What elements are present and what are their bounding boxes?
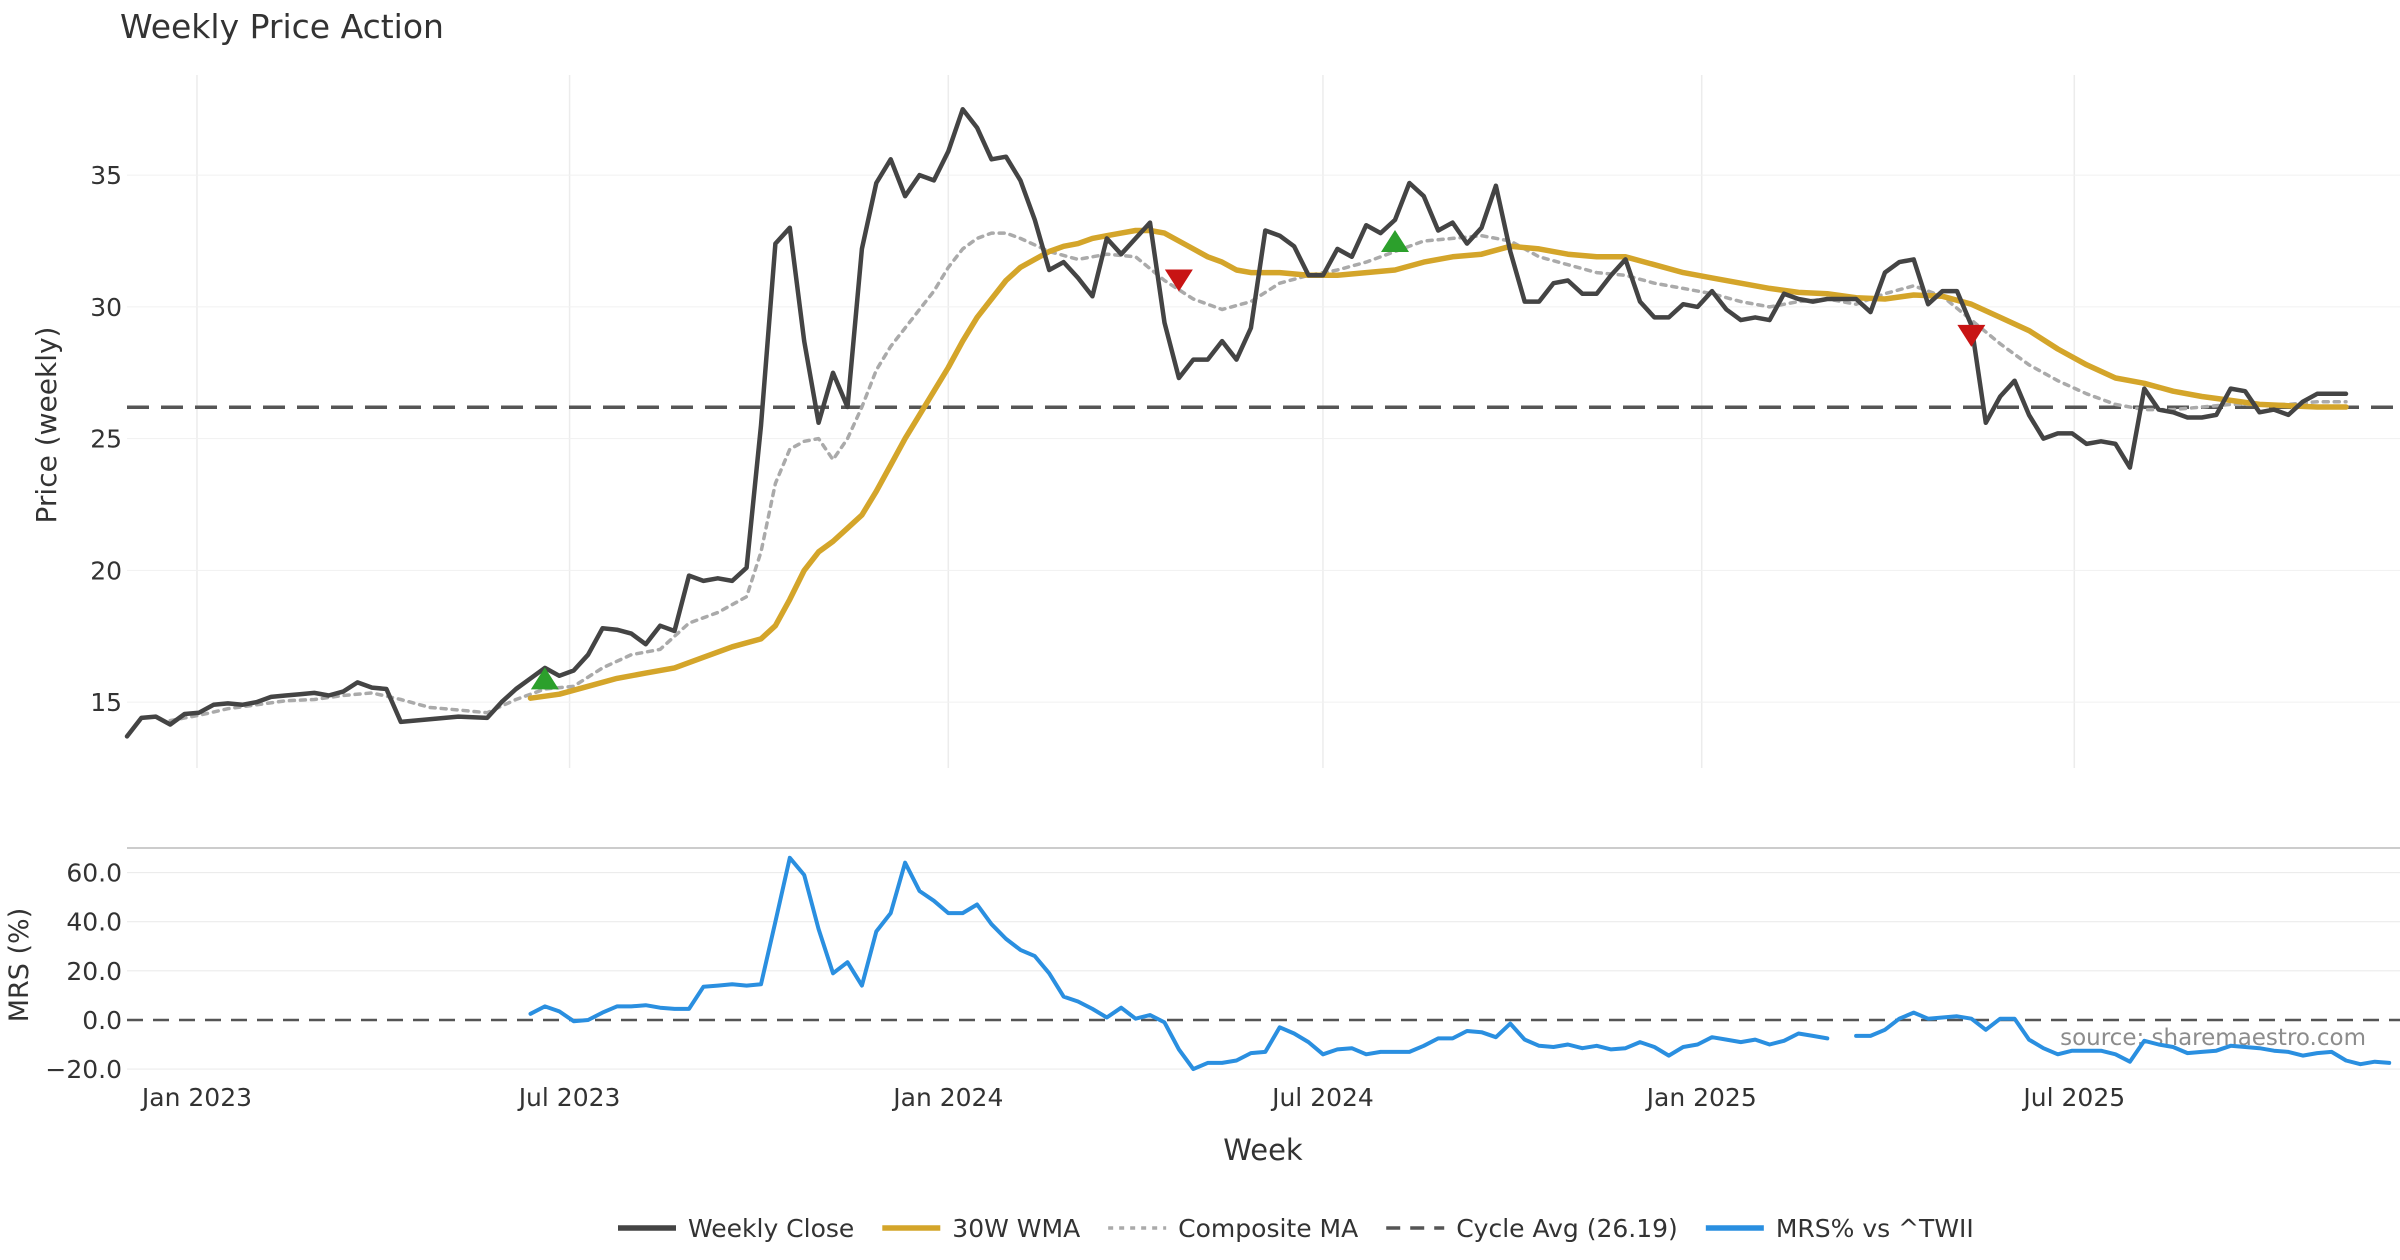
buy-signal-marker bbox=[530, 667, 559, 690]
price-y-tick-label: 15 bbox=[90, 688, 122, 717]
mrs-y-tick-label: 0.0 bbox=[82, 1006, 122, 1035]
price-y-tick-labels: 15 20 25 30 35 bbox=[90, 161, 122, 717]
mrs-y-tick-label: 20.0 bbox=[66, 957, 122, 986]
sell-signal-marker bbox=[1957, 324, 1986, 347]
30w-wma-legend-label: 30W WMA bbox=[952, 1214, 1080, 1243]
sell-signal-marker bbox=[1164, 269, 1193, 292]
mrs-series-layer bbox=[528, 855, 2392, 1072]
buy-signal-marker bbox=[1381, 230, 1409, 253]
mrs-line-segment-2 bbox=[1854, 1010, 2392, 1067]
mrs-panel-grid bbox=[127, 847, 2400, 1070]
cycle-avg-26-19-legend-label: Cycle Avg (26.19) bbox=[1456, 1214, 1678, 1243]
weekly-close-line bbox=[124, 107, 2349, 739]
mrs-vs-twii-legend-label: MRS% vs ^TWII bbox=[1776, 1214, 1974, 1243]
chart-title: Weekly Price Action bbox=[120, 7, 444, 46]
x-tick-label: Jan 2023 bbox=[140, 1083, 252, 1112]
mrs-y-tick-label: 60.0 bbox=[66, 859, 122, 888]
mrs-y-axis-label: MRS (%) bbox=[4, 908, 35, 1023]
composite-ma-line bbox=[168, 231, 2348, 723]
mrs-y-tick-label: 40.0 bbox=[66, 908, 122, 937]
x-tick-labels: Jan 2023 Jul 2023 Jan 2024 Jul 2024 Jan 2025… bbox=[140, 1083, 2125, 1112]
price-panel-grid bbox=[127, 75, 2400, 768]
price-y-tick-label: 35 bbox=[90, 161, 122, 190]
reference-lines bbox=[127, 405, 2400, 1022]
x-tick-label: Jul 2023 bbox=[517, 1083, 621, 1112]
price-y-tick-label: 25 bbox=[90, 425, 122, 454]
x-tick-label: Jan 2024 bbox=[891, 1083, 1003, 1112]
x-tick-label: Jul 2024 bbox=[1270, 1083, 1374, 1112]
signal-markers bbox=[530, 230, 1986, 690]
price-y-tick-label: 20 bbox=[90, 556, 122, 585]
price-y-axis-label: Price (weekly) bbox=[30, 327, 63, 524]
price-y-tick-label: 30 bbox=[90, 293, 122, 322]
x-axis-label: Week bbox=[1223, 1133, 1303, 1167]
mrs-y-tick-label: −20.0 bbox=[45, 1055, 122, 1084]
mrs-line-segment-1 bbox=[528, 855, 1830, 1072]
source-annotation: source: sharemaestro.com bbox=[2060, 1025, 2366, 1051]
price-series-layer bbox=[124, 107, 2349, 739]
composite-ma-legend-label: Composite MA bbox=[1178, 1214, 1358, 1243]
x-tick-label: Jan 2025 bbox=[1645, 1083, 1757, 1112]
chart-legend: Weekly Close 30W WMA Composite MA Cycle Avg… bbox=[618, 1214, 1974, 1243]
mrs-y-tick-labels: 60.0 40.0 20.0 0.0 −20.0 bbox=[45, 859, 122, 1085]
x-tick-label: Jul 2025 bbox=[2021, 1083, 2125, 1112]
weekly-close-legend-label: Weekly Close bbox=[688, 1214, 854, 1243]
